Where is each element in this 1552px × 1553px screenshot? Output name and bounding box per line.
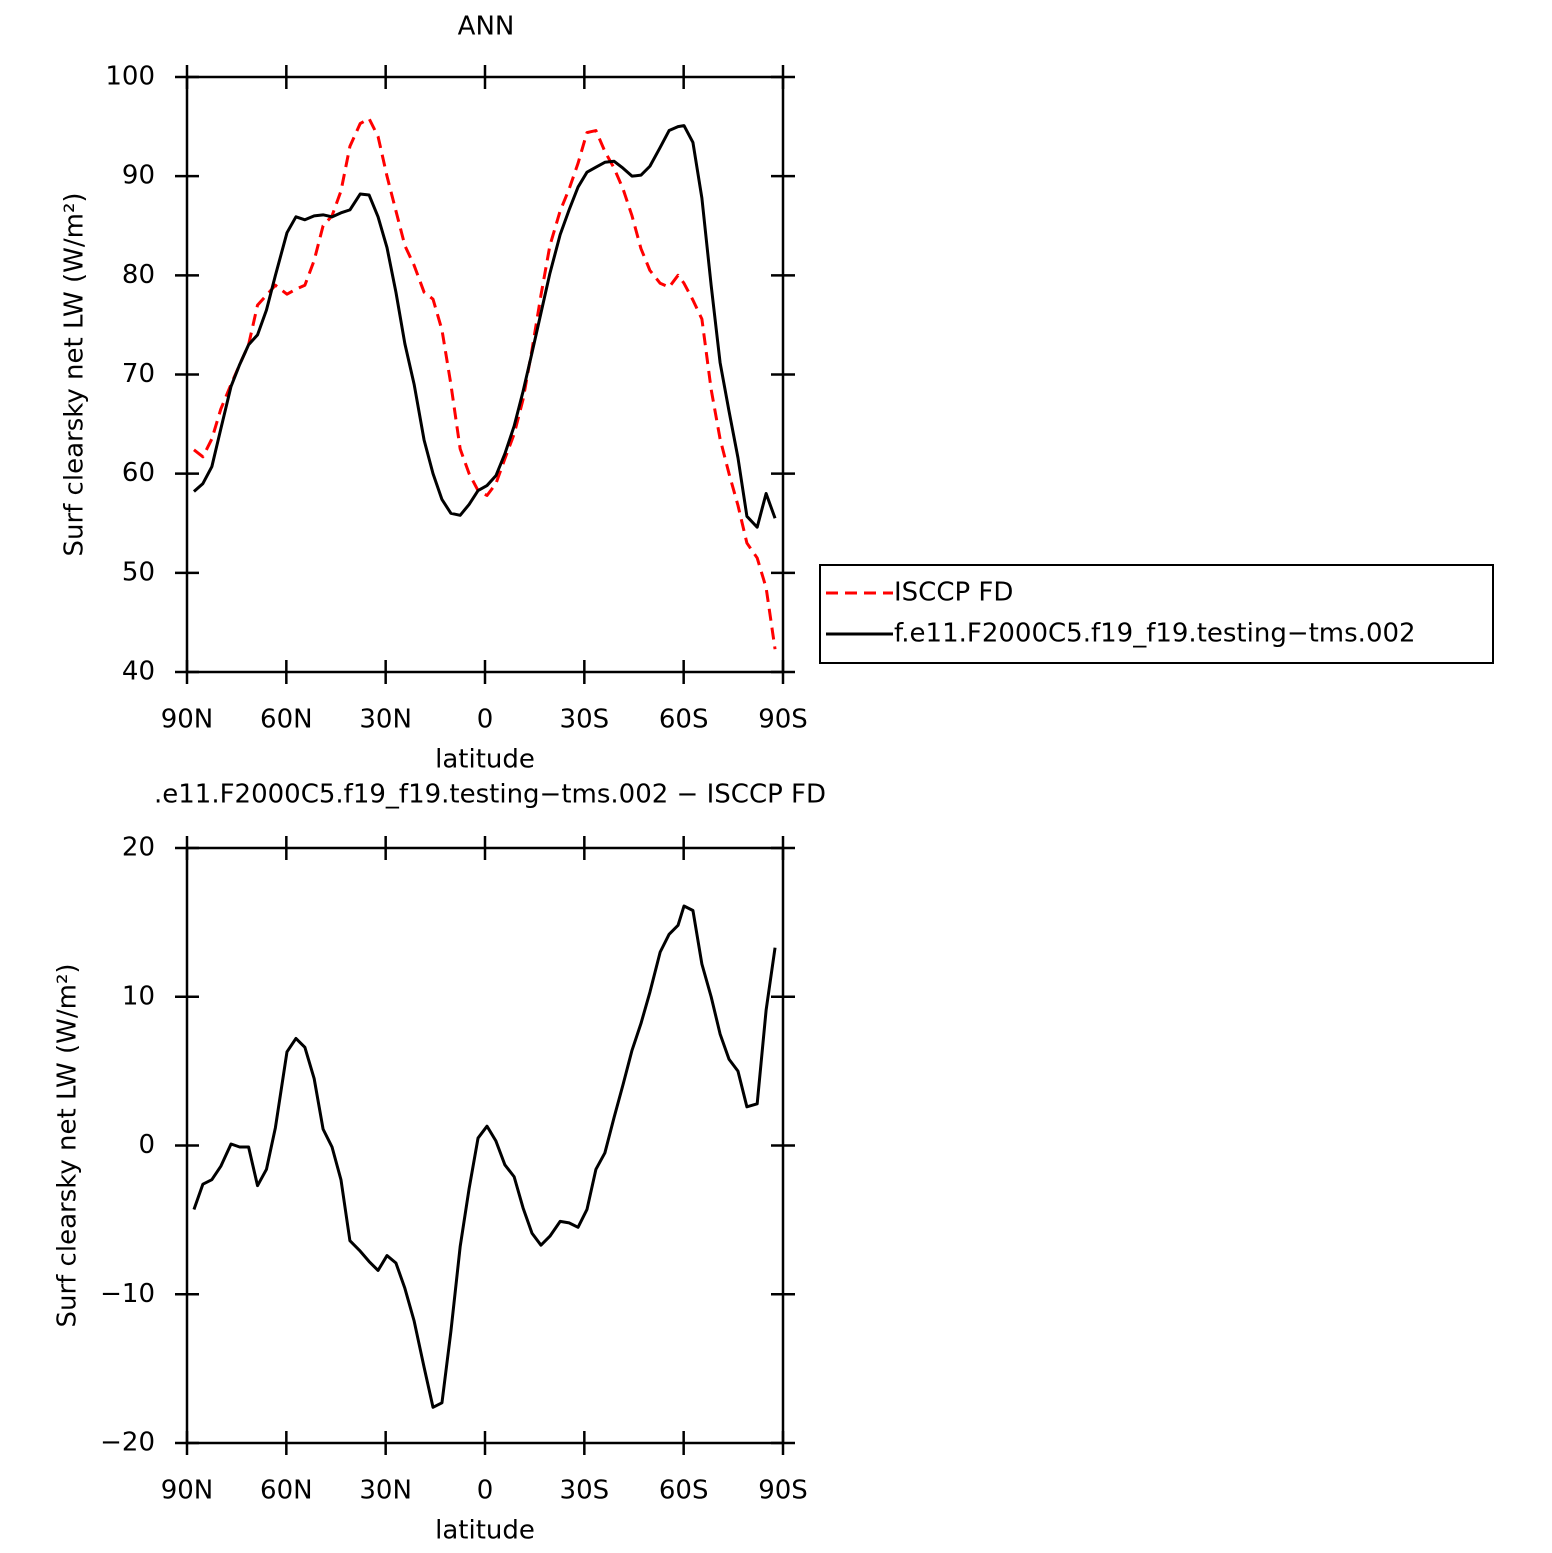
data-line xyxy=(193,117,777,650)
plot-frame xyxy=(185,846,785,1445)
data-line xyxy=(192,904,777,1409)
y-tick-label: 60 xyxy=(122,458,155,488)
x-tick-label: 0 xyxy=(477,705,494,735)
chart-title: ANN xyxy=(458,12,515,42)
x-tick-label: 60N xyxy=(260,1476,313,1506)
x-tick-label: 30S xyxy=(560,1476,610,1506)
data-line xyxy=(192,124,777,529)
y-tick-label: 10 xyxy=(122,981,155,1011)
y-axis-label: Surf clearsky net LW (W/m²) xyxy=(53,963,83,1327)
x-axis-label: latitude xyxy=(435,745,535,775)
y-axis-label: Surf clearsky net LW (W/m²) xyxy=(60,192,90,556)
x-tick-label: 90N xyxy=(161,1476,214,1506)
x-tick-label: 60S xyxy=(659,1476,709,1506)
chart-title: .e11.F2000C5.f19_f19.testing−tms.002 − I… xyxy=(154,780,826,810)
y-tick-label: 50 xyxy=(122,557,155,587)
x-tick-label: 90S xyxy=(758,705,808,735)
x-tick-label: 30N xyxy=(359,705,412,735)
y-tick-label: 70 xyxy=(122,359,155,389)
y-tick-label: 80 xyxy=(122,260,155,290)
y-tick-label: 40 xyxy=(122,657,155,687)
legend-box xyxy=(819,564,1494,664)
x-tick-label: 60N xyxy=(260,705,313,735)
y-tick-label: −10 xyxy=(100,1279,155,1309)
x-tick-label: 90S xyxy=(758,1476,808,1506)
legend-label: f.e11.F2000C5.f19_f19.testing−tms.002 xyxy=(894,619,1416,649)
y-tick-label: 0 xyxy=(138,1130,155,1160)
y-tick-label: 90 xyxy=(122,161,155,191)
x-axis-label: latitude xyxy=(435,1516,535,1546)
y-tick-label: 100 xyxy=(105,62,155,92)
y-tick-label: −20 xyxy=(100,1428,155,1458)
x-tick-label: 30S xyxy=(560,705,610,735)
y-tick-label: 20 xyxy=(122,833,155,863)
legend-label: ISCCP FD xyxy=(894,578,1013,608)
x-tick-label: 0 xyxy=(477,1476,494,1506)
x-tick-label: 60S xyxy=(659,705,709,735)
x-tick-label: 30N xyxy=(359,1476,412,1506)
x-tick-label: 90N xyxy=(161,705,214,735)
plot-frame xyxy=(185,75,785,674)
